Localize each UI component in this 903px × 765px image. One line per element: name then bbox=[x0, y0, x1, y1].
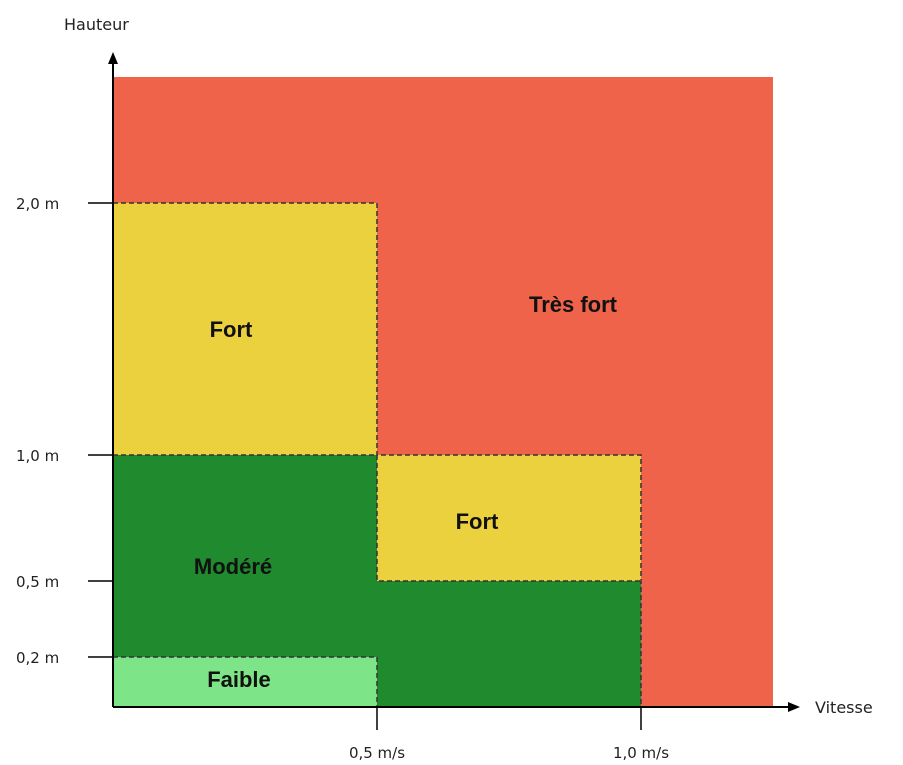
zone-label-fort-mid: Fort bbox=[456, 509, 499, 534]
zone-modere-right bbox=[377, 581, 641, 707]
y-axis-label: Hauteur bbox=[64, 15, 129, 34]
y-tick-label: 0,5 m bbox=[16, 573, 59, 591]
y-tick-marks bbox=[88, 202, 113, 658]
zone-fort-mid bbox=[377, 455, 641, 581]
zone-label-tres-fort: Très fort bbox=[529, 292, 618, 317]
zone-faible bbox=[113, 657, 377, 707]
zone-fort-top bbox=[113, 203, 377, 455]
zone-label-faible: Faible bbox=[207, 667, 271, 692]
y-tick-label: 1,0 m bbox=[16, 447, 59, 465]
zone-label-modere: Modéré bbox=[194, 554, 272, 579]
x-axis-arrow bbox=[788, 702, 800, 712]
y-tick-label: 2,0 m bbox=[16, 195, 59, 213]
x-tick-marks bbox=[376, 707, 642, 730]
zone-boundaries bbox=[113, 202, 642, 707]
x-tick-label: 1,0 m/s bbox=[613, 744, 669, 762]
y-tick-label: 0,2 m bbox=[16, 649, 59, 667]
x-axis-label: Vitesse bbox=[815, 698, 873, 717]
zone-label-fort-top: Fort bbox=[210, 317, 253, 342]
x-tick-label: 0,5 m/s bbox=[349, 744, 405, 762]
y-axis-arrow bbox=[108, 52, 118, 64]
